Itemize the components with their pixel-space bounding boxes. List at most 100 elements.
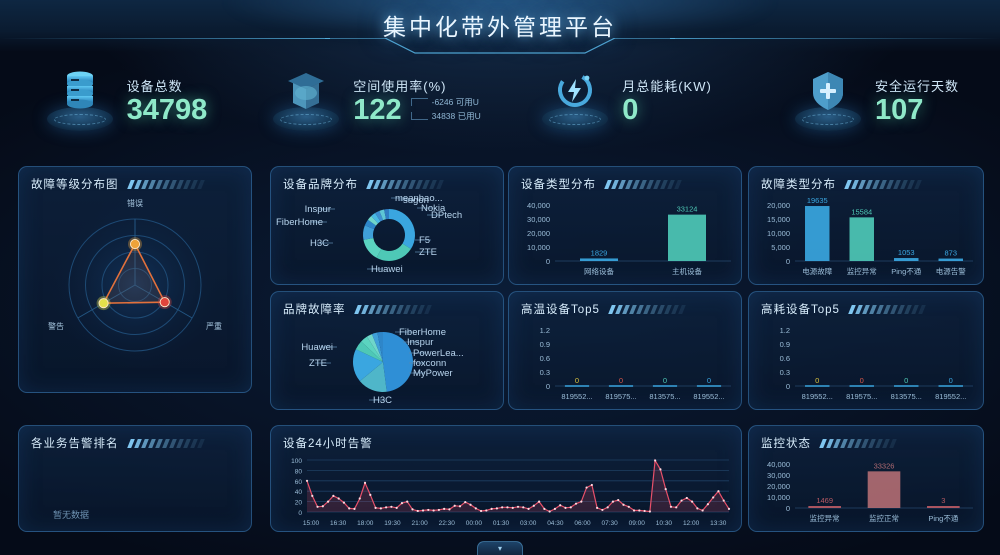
- svg-text:33326: 33326: [874, 461, 895, 470]
- svg-text:09:00: 09:00: [629, 520, 646, 527]
- bracket-bottom-icon: [410, 111, 428, 120]
- panel-fault-level[interactable]: 故障等级分布图 错误 严重 警告: [18, 166, 252, 393]
- panel-alarm-24h[interactable]: 设备24小时告警 0 20 40 60 80 100 15:00 16:30 18:00 19:…: [270, 425, 742, 532]
- svg-text:10,000: 10,000: [767, 493, 790, 502]
- panel-brand-distribution[interactable]: 设备品牌分布 Huawei H3C FiberHome Inspur sugon mean…: [270, 166, 504, 285]
- header-notch: [325, 38, 675, 54]
- svg-text:819552...: 819552...: [935, 392, 966, 401]
- svg-text:18:00: 18:00: [357, 520, 374, 527]
- svg-text:01:30: 01:30: [493, 520, 510, 527]
- svg-text:0: 0: [815, 376, 819, 385]
- panel-device-type[interactable]: 设备类型分布 0 10,000 20,000 30,000 40,000 1829 网络设备…: [508, 166, 742, 285]
- svg-text:00:00: 00:00: [466, 520, 483, 527]
- svg-text:F5: F5: [419, 235, 430, 246]
- svg-text:1829: 1829: [591, 248, 608, 257]
- svg-text:Inspur: Inspur: [407, 337, 433, 348]
- svg-text:ZTE: ZTE: [309, 358, 327, 369]
- header-background: [0, 0, 1000, 52]
- panel-high-temp-top5[interactable]: 高温设备Top5 0 0.3 0.6 0.9 1.2 0 819552... 0 819575.…: [508, 291, 742, 410]
- panel-title: 高温设备Top5: [521, 304, 600, 316]
- svg-text:80: 80: [295, 468, 303, 475]
- kpi-safe-days[interactable]: 安全运行天数 107: [750, 56, 1000, 144]
- svg-text:0: 0: [904, 376, 908, 385]
- svg-text:40,000: 40,000: [767, 460, 790, 469]
- svg-text:0.6: 0.6: [780, 354, 790, 363]
- svg-text:0: 0: [298, 510, 302, 517]
- svg-text:13:30: 13:30: [710, 520, 727, 527]
- kpi-value: 34798: [126, 93, 208, 126]
- svg-text:监控异常: 监控异常: [847, 266, 877, 276]
- stripes-decoration: [353, 304, 432, 314]
- bar-chart-fault-type: 0 5,000 10,000 15,000 20,000 19635 电源故障 15584 监控…: [749, 193, 983, 280]
- svg-text:10,000: 10,000: [767, 229, 790, 238]
- svg-text:错误: 错误: [127, 198, 143, 208]
- svg-text:sugon: sugon: [403, 195, 429, 206]
- svg-text:1.2: 1.2: [780, 326, 790, 335]
- kpi-device-total[interactable]: 设备总数 34798: [0, 56, 250, 144]
- panel-title: 各业务告警排名: [31, 438, 119, 450]
- panel-title: 高耗设备Top5: [761, 304, 840, 316]
- empty-state: 暂无数据: [19, 452, 251, 527]
- svg-text:03:00: 03:00: [520, 520, 537, 527]
- collapse-toggle[interactable]: ▾: [477, 541, 523, 555]
- panel-monitor-status[interactable]: 监控状态 0 10,000 20,000 30,000 40,000 1469 监控异常 33…: [748, 425, 984, 532]
- panel-title: 设备类型分布: [521, 179, 596, 191]
- svg-text:12:00: 12:00: [683, 520, 700, 527]
- svg-text:0: 0: [575, 376, 579, 385]
- svg-text:30,000: 30,000: [767, 471, 790, 480]
- svg-text:10,000: 10,000: [527, 243, 550, 252]
- svg-text:15,000: 15,000: [767, 215, 790, 224]
- svg-text:3: 3: [941, 496, 945, 505]
- svg-text:1469: 1469: [816, 496, 833, 505]
- kpi-sub-used: 34838 已用U: [431, 110, 481, 121]
- svg-text:16:30: 16:30: [330, 520, 347, 527]
- svg-text:FiberHome: FiberHome: [276, 217, 323, 228]
- svg-text:0.6: 0.6: [540, 354, 550, 363]
- svg-text:PowerLea...: PowerLea...: [413, 348, 464, 359]
- svg-text:06:00: 06:00: [574, 520, 591, 527]
- svg-text:20,000: 20,000: [767, 201, 790, 210]
- panel-title: 品牌故障率: [283, 304, 346, 316]
- svg-text:网络设备: 网络设备: [584, 266, 614, 276]
- bar-chart-high-power: 0 0.3 0.6 0.9 1.2 0 819552... 0 819575... 0 813575…: [749, 318, 983, 405]
- svg-text:MyPower: MyPower: [413, 368, 453, 379]
- svg-text:Ping不通: Ping不通: [891, 266, 922, 276]
- svg-text:Nokia: Nokia: [421, 203, 446, 214]
- svg-text:21:00: 21:00: [411, 520, 428, 527]
- svg-text:19635: 19635: [807, 196, 828, 205]
- svg-text:33124: 33124: [677, 205, 698, 214]
- stripes-decoration: [608, 304, 686, 314]
- svg-text:819552...: 819552...: [561, 392, 592, 401]
- header-rule-left: [0, 38, 330, 39]
- server-stack-icon: [43, 67, 117, 133]
- panel-title: 故障等级分布图: [31, 179, 119, 191]
- panel-brand-fault-rate[interactable]: 品牌故障率 H3C ZTE Huawei MyPower foxconn PowerLea…: [270, 291, 504, 410]
- radar-chart: 错误 严重 警告: [19, 193, 251, 388]
- svg-text:873: 873: [944, 249, 957, 258]
- svg-text:813575...: 813575...: [649, 392, 680, 401]
- kpi-space-usage[interactable]: 空间使用率(%) 122 -6246 可用U 34838 已用U: [250, 56, 500, 144]
- panel-business-alarm-ranking[interactable]: 各业务告警排名 暂无数据: [18, 425, 252, 532]
- kpi-label: 月总能耗(KW): [622, 78, 712, 94]
- panel-high-power-top5[interactable]: 高耗设备Top5 0 0.3 0.6 0.9 1.2 0 819552... 0 819575.…: [748, 291, 984, 410]
- svg-text:foxconn: foxconn: [413, 358, 446, 369]
- panel-title: 监控状态: [761, 438, 811, 450]
- panel-fault-type[interactable]: 故障类型分布 0 5,000 10,000 15,000 20,000 19635 电源故障…: [748, 166, 984, 285]
- svg-text:0: 0: [860, 376, 864, 385]
- svg-text:5,000: 5,000: [771, 243, 790, 252]
- svg-text:0: 0: [546, 382, 550, 391]
- svg-text:20,000: 20,000: [767, 482, 790, 491]
- kpi-label: 设备总数: [126, 78, 183, 94]
- empty-state-text: 暂无数据: [53, 510, 90, 520]
- svg-text:严重: 严重: [206, 321, 222, 331]
- svg-text:19:30: 19:30: [384, 520, 401, 527]
- svg-text:0: 0: [786, 382, 790, 391]
- svg-text:电源故障: 电源故障: [802, 266, 832, 276]
- kpi-sub-values: -6246 可用U 34838 已用U: [410, 96, 481, 125]
- svg-text:60: 60: [295, 479, 303, 486]
- kpi-monthly-power[interactable]: 月总能耗(KW) 0: [500, 56, 750, 144]
- svg-text:40: 40: [295, 489, 303, 496]
- kpi-pedestal: [46, 107, 113, 131]
- kpi-sub-available: -6246 可用U: [431, 96, 479, 107]
